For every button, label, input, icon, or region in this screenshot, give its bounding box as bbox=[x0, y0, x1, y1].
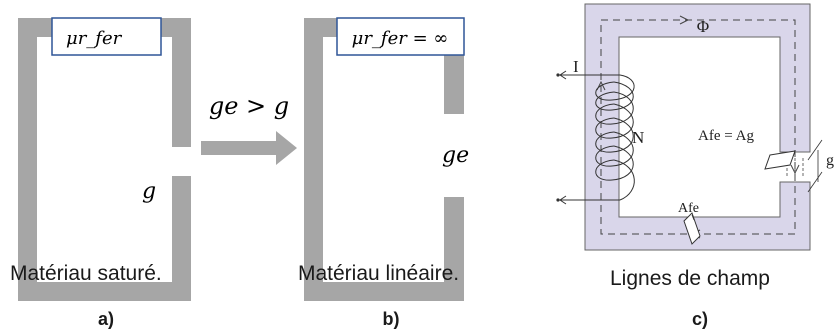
mu-box-a bbox=[51, 17, 162, 56]
letter-b: b) bbox=[383, 309, 400, 329]
current-label: I bbox=[573, 57, 579, 76]
core-a bbox=[18, 18, 191, 301]
core-area-patch bbox=[683, 212, 701, 245]
caption-a: Matériau saturé. bbox=[10, 262, 162, 285]
gap-label-a: g bbox=[142, 179, 156, 204]
caption-b: Matériau linéaire. bbox=[298, 262, 459, 285]
flux-label: Φ bbox=[697, 17, 709, 36]
area-pointer bbox=[691, 214, 695, 221]
letter-c: c) bbox=[692, 309, 708, 329]
coil bbox=[560, 74, 635, 201]
mu-label-b: μr_fer = ∞ bbox=[352, 28, 449, 49]
terminal-out bbox=[556, 198, 560, 202]
mu-label-a-text: μr_fer bbox=[66, 28, 123, 49]
gap-label-c: g bbox=[826, 152, 834, 169]
transition-arrow: ge > g bbox=[201, 92, 297, 165]
gap-area-patch bbox=[764, 150, 796, 170]
flux-line bbox=[600, 19, 796, 235]
caption-c: Lignes de champ bbox=[610, 267, 770, 290]
turns-label: N bbox=[632, 128, 644, 147]
area-eq-label: Afe = Ag bbox=[698, 128, 754, 144]
arrow-label: ge > g bbox=[209, 92, 289, 120]
current-arrow-out bbox=[559, 195, 567, 205]
arrow-shape bbox=[201, 131, 297, 165]
flux-arrow-top bbox=[679, 15, 690, 25]
letter-a: a) bbox=[98, 309, 114, 329]
core-c bbox=[584, 3, 811, 251]
gap-dim-bottom bbox=[807, 171, 823, 193]
panel-b: μr_fer = ∞ ge Matériau linéaire. b) bbox=[298, 17, 469, 329]
core-b bbox=[304, 18, 464, 301]
gap-dim-top bbox=[807, 139, 823, 161]
panel-c: Φ I N Afe = Ag Afe g Ligne bbox=[556, 3, 834, 329]
terminal-in bbox=[556, 73, 560, 77]
gap-label-b: ge bbox=[442, 143, 469, 168]
panel-a: μr_fer g Matériau saturé. a) bbox=[10, 17, 191, 329]
mu-box-b bbox=[336, 17, 465, 56]
area-label: Afe bbox=[678, 201, 699, 216]
current-arrow-in bbox=[559, 70, 567, 80]
